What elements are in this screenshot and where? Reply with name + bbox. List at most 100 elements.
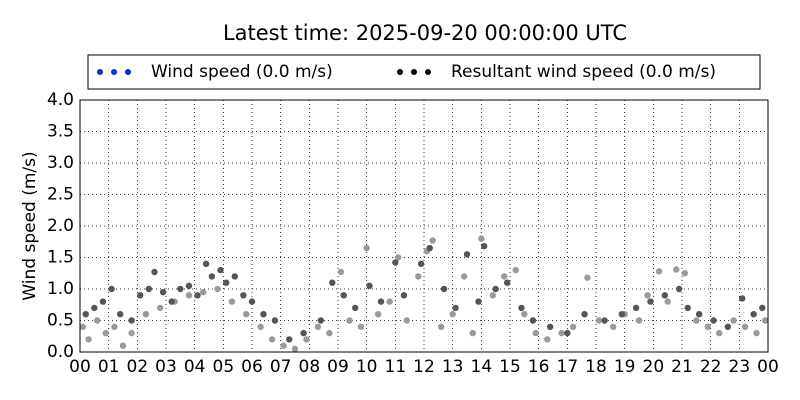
data-point [82,311,89,318]
x-tick-label: 04 [184,357,206,377]
data-point [200,288,207,296]
x-tick-label: 01 [98,357,120,377]
data-point [291,345,299,353]
data-point [137,292,144,299]
y-tick-label: 1.5 [47,248,74,268]
data-point [326,329,333,337]
data-point [601,317,608,324]
data-point [440,285,448,293]
data-point [363,244,370,252]
x-tick-label: 02 [127,357,149,377]
x-tick-label: 11 [385,357,407,377]
data-point [558,329,565,337]
x-tick-label: 00 [69,357,91,377]
data-point [280,342,287,349]
data-point [521,311,528,318]
data-point [231,273,238,280]
legend-marker [97,69,103,75]
data-point [716,329,723,337]
data-point [145,285,152,293]
x-tick-label: 17 [557,357,579,377]
data-point [395,254,402,261]
legend-marker [397,69,403,75]
data-point [79,323,87,330]
x-tick-label: 07 [270,357,292,377]
legend-label: Wind speed (0.0 m/s) [151,62,333,82]
data-point [632,304,640,312]
data-point [352,304,359,312]
x-tick-label: 19 [614,357,636,377]
data-point [271,317,279,324]
data-point [400,292,408,299]
x-tick-label: 13 [442,357,464,377]
x-tick-label: 18 [585,357,607,377]
data-point [564,329,571,337]
x-tick-label: 10 [356,357,378,377]
data-point [673,266,680,273]
data-point [759,304,766,312]
x-tick-label: 00 [757,357,779,377]
x-tick-label: 16 [528,357,550,377]
data-point [248,298,256,305]
data-point [704,323,711,330]
x-tick-label: 22 [700,357,722,377]
data-point [403,317,410,324]
data-point [340,292,347,299]
chart-title: Latest time: 2025-09-20 00:00:00 UTC [223,21,627,45]
data-point [569,323,577,330]
y-axis-label: Wind speed (m/s) [20,151,40,300]
data-point [240,292,247,299]
data-point [452,304,459,312]
x-tick-label: 23 [729,357,751,377]
data-point [217,266,224,274]
data-point [386,298,393,305]
data-point [142,311,150,318]
legend-label: Resultant wind speed (0.0 m/s) [451,62,716,82]
y-tick-label: 1.0 [47,279,74,299]
data-point [392,259,399,266]
data-point [303,336,310,343]
data-point [544,336,551,343]
data-point [618,311,625,318]
data-point [208,273,216,280]
data-point [366,282,373,290]
data-point [194,292,201,299]
data-point [151,268,158,276]
data-point [202,260,210,267]
data-point [661,292,668,299]
legend-marker [111,69,117,75]
data-point [478,235,485,242]
data-point [329,279,336,286]
y-tick-label: 2.5 [47,185,74,205]
legend-marker [425,69,431,75]
data-point [753,329,760,337]
data-point [489,292,496,299]
data-point [429,237,436,244]
data-point [438,323,445,330]
data-point [128,317,135,324]
data-point [730,317,737,324]
data-point [94,317,101,324]
data-point [286,336,293,343]
data-point [85,336,92,343]
data-point [185,282,193,290]
data-point [693,317,700,324]
data-point [460,273,468,280]
data-point [374,311,382,318]
data-point [260,311,267,318]
y-tick-label: 3.0 [47,153,74,173]
data-point [684,304,691,312]
data-point [647,298,654,305]
x-tick-label: 09 [327,357,349,377]
data-point [696,311,703,318]
data-point [655,268,663,275]
y-tick-label: 4.0 [47,90,74,110]
data-point [185,292,193,299]
data-point [475,298,482,305]
data-point [357,323,365,330]
data-point [529,317,537,324]
data-point [223,279,230,286]
data-point [610,323,617,330]
data-point [518,304,525,312]
